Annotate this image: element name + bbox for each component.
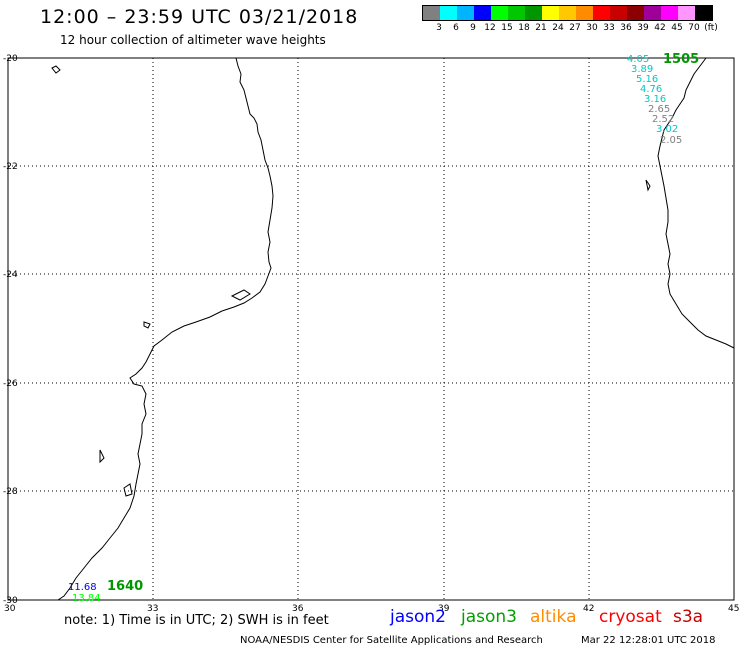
legend-swatch (559, 6, 576, 20)
x-tick-label: 39 (438, 604, 450, 614)
legend-swatch (423, 6, 440, 20)
y-tick-label: -24 (3, 270, 18, 280)
legend-swatch (440, 6, 457, 20)
wave-height-value: 5.16 (636, 74, 658, 85)
y-axis-labels: -20 -22 -24 -26 -28 -30 (3, 54, 18, 606)
satellite-label-jason3: jason3 (461, 607, 517, 627)
wave-height-value: 13.84 (72, 593, 101, 604)
island (123, 483, 133, 497)
grid-lines (8, 58, 734, 600)
y-tick-label: -22 (3, 162, 18, 172)
legend-swatch (678, 6, 695, 20)
y-tick-label: -26 (3, 379, 18, 389)
legend-label: 36 (620, 23, 632, 33)
legend-label: 30 (586, 23, 598, 33)
x-axis-labels: 30 33 36 39 42 45 (4, 604, 739, 614)
legend-label: (ft) (704, 23, 718, 33)
wave-height-value: 11.68 (68, 582, 97, 593)
island (143, 321, 151, 329)
legend-labels: 3 6 9 12 15 18 21 24 27 30 33 36 39 42 45 70 (ft) (422, 21, 718, 35)
east-track-observations: 4.053.895.164.763.162.652.523.022.05 1505 (627, 52, 699, 146)
legend-swatch (474, 6, 491, 20)
legend-swatch (593, 6, 610, 20)
wave-height-value: 4.05 (627, 54, 649, 65)
legend-label: 21 (535, 23, 547, 33)
legend-label: 39 (637, 23, 649, 33)
legend-swatches (422, 5, 713, 21)
y-tick-label: -28 (3, 487, 18, 497)
legend-swatch (576, 6, 593, 20)
x-tick-label: 33 (147, 604, 158, 614)
y-tick-label: -30 (3, 596, 18, 606)
legend-swatch (661, 6, 678, 20)
wave-height-value: 2.65 (648, 104, 670, 115)
legend-label: 3 (436, 23, 442, 33)
legend-label: 27 (569, 23, 581, 33)
legend-label: 6 (453, 23, 459, 33)
legend-label: 12 (484, 23, 496, 33)
satellite-label-jason2: jason2 (390, 607, 446, 627)
wave-height-value: 2.05 (660, 135, 682, 146)
island (230, 289, 251, 301)
legend-label: 45 (671, 23, 683, 33)
legend-label: 18 (518, 23, 530, 33)
x-tick-label: 30 (4, 604, 16, 614)
madagascar-coastline (657, 57, 735, 349)
credit-line: NOAA/NESDIS Center for Satellite Applica… (240, 635, 543, 646)
map-frame (7, 57, 735, 601)
map-subtitle: 12 hour collection of altimeter wave hei… (60, 33, 326, 47)
y-tick-label: -20 (3, 54, 18, 64)
legend-label: 15 (501, 23, 513, 33)
wave-height-legend: 3 6 9 12 15 18 21 24 27 30 33 36 39 42 45 70 (ft) (422, 5, 718, 35)
wave-height-value: 3.89 (631, 64, 653, 75)
map-title: 12:00 – 23:59 UTC 03/21/2018 (40, 6, 359, 28)
legend-label: 33 (603, 23, 615, 33)
island (645, 179, 651, 192)
satellite-label-altika: altika (530, 607, 577, 627)
legend-swatch (525, 6, 542, 20)
pass-time-label: 1505 (663, 52, 699, 67)
legend-swatch (457, 6, 474, 20)
wave-height-value: 4.76 (640, 84, 662, 95)
satellite-label-s3a: s3a (673, 607, 704, 627)
footer-note: note: 1) Time is in UTC; 2) SWH is in fe… (64, 613, 329, 628)
pass-time-label: 1640 (107, 579, 143, 594)
legend-swatch (627, 6, 644, 20)
x-tick-label: 36 (292, 604, 304, 614)
x-tick-label: 42 (583, 604, 594, 614)
island (51, 65, 61, 74)
wave-height-value: 3.02 (656, 124, 678, 135)
x-tick-label: 45 (728, 604, 739, 614)
wave-height-value: 3.16 (644, 94, 666, 105)
generated-timestamp: Mar 22 12:28:01 UTC 2018 (581, 635, 716, 646)
legend-swatch (542, 6, 559, 20)
coastlines (51, 57, 735, 601)
africa-coastline (57, 57, 274, 601)
legend-label: 24 (552, 23, 564, 33)
legend-label: 70 (688, 23, 700, 33)
legend-label: 9 (470, 23, 476, 33)
legend-swatch (695, 6, 712, 20)
legend-swatch (491, 6, 508, 20)
legend-swatch (644, 6, 661, 20)
island (99, 449, 105, 464)
legend-swatch (610, 6, 627, 20)
legend-label: 42 (654, 23, 666, 33)
satellite-label-cryosat: cryosat (599, 607, 662, 627)
wave-height-value: 2.52 (652, 114, 674, 125)
legend-swatch (508, 6, 525, 20)
